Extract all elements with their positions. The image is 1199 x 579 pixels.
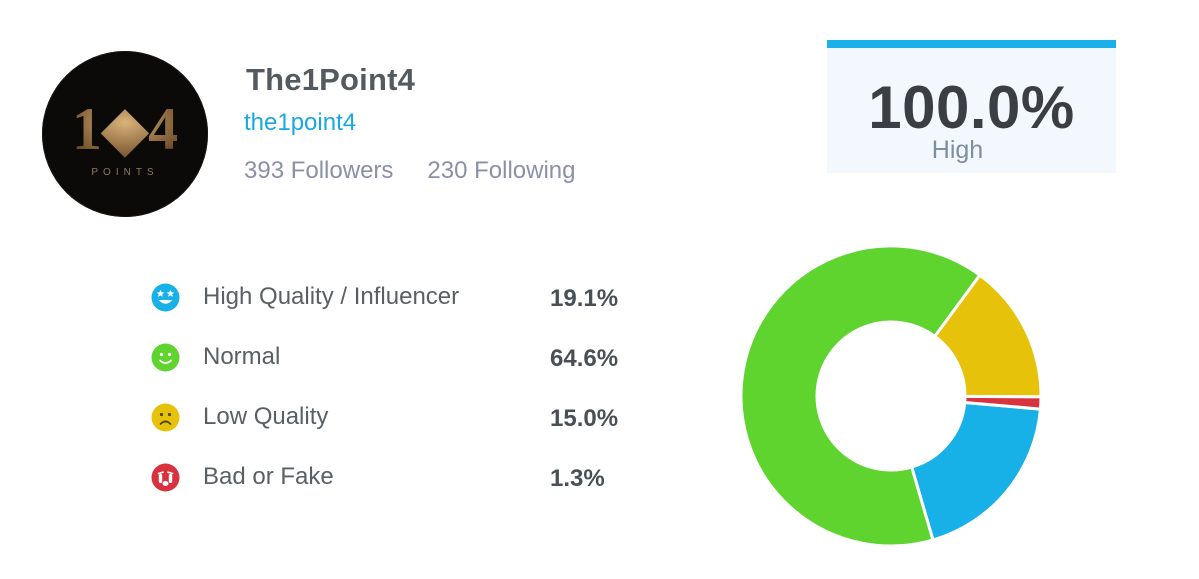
profile-username-link[interactable]: the1point4: [244, 109, 357, 136]
legend-row-high-quality: High Quality / Influencer 19.1%: [151, 283, 651, 343]
legend-value: 1.3%: [550, 465, 605, 492]
crying-face-icon: [151, 463, 180, 492]
profile-avatar[interactable]: 1◆4 POINTS: [42, 51, 208, 217]
donut-slice-normal[interactable]: [740, 245, 982, 548]
donut-slice-high-quality[interactable]: [909, 400, 1043, 542]
legend-row-bad-or-fake: Bad or Fake 1.3%: [151, 463, 651, 523]
legend-value: 64.6%: [550, 345, 619, 372]
frown-face-icon: [151, 403, 180, 432]
legend-row-normal: Normal 64.6%: [151, 343, 651, 403]
following-count[interactable]: 230 Following: [427, 157, 576, 184]
legend-value: 15.0%: [550, 405, 619, 432]
profile-counts: 393 Followers 230 Following: [244, 157, 576, 185]
audience-quality-donut-chart: [740, 245, 1043, 548]
donut-slice-bad-or-fake[interactable]: [963, 394, 1043, 411]
legend-label: High Quality / Influencer: [203, 283, 460, 310]
star-eyes-face-icon: [151, 283, 180, 312]
smile-face-icon: [151, 343, 180, 372]
avatar-monogram: 1◆4: [72, 96, 178, 162]
profile-display-name: The1Point4: [246, 62, 416, 97]
followers-count[interactable]: 393 Followers: [244, 157, 394, 184]
score-card-accent-bar: [827, 40, 1116, 48]
avatar-logo-icon: 1◆4 POINTS: [72, 96, 178, 178]
legend-label: Bad or Fake: [203, 463, 334, 490]
quality-score-card: 100.0% High: [827, 40, 1116, 173]
legend-value: 19.1%: [550, 285, 619, 312]
legend-label: Normal: [203, 343, 281, 370]
avatar-subtext: POINTS: [91, 167, 158, 178]
legend-row-low-quality: Low Quality 15.0%: [151, 403, 651, 463]
quality-score-label: High: [931, 136, 984, 164]
quality-score-value: 100.0%: [868, 74, 1075, 141]
legend-label: Low Quality: [203, 403, 329, 430]
